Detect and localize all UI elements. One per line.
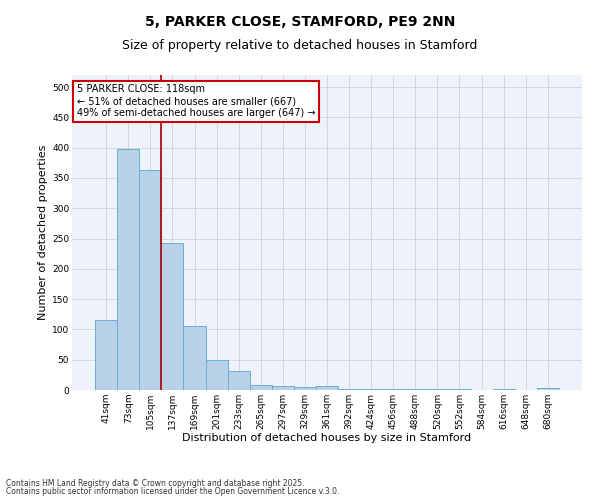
Bar (537, 388, 559, 390)
Bar (294, 387, 316, 390)
Text: Size of property relative to detached houses in Stamford: Size of property relative to detached ho… (122, 38, 478, 52)
Bar (427, 389, 448, 390)
Bar (272, 386, 294, 390)
Text: Contains public sector information licensed under the Open Government Licence v.: Contains public sector information licen… (6, 487, 340, 496)
Bar (161, 243, 184, 390)
Bar (227, 371, 250, 390)
Bar (316, 386, 338, 390)
X-axis label: Distribution of detached houses by size in Stamford: Distribution of detached houses by size … (182, 434, 472, 444)
Bar (139, 170, 161, 390)
Text: 5 PARKER CLOSE: 118sqm
← 51% of detached houses are smaller (667)
49% of semi-de: 5 PARKER CLOSE: 118sqm ← 51% of detached… (77, 84, 316, 117)
Bar (250, 384, 272, 390)
Y-axis label: Number of detached properties: Number of detached properties (38, 145, 48, 320)
Bar (95, 320, 117, 390)
Bar (206, 360, 227, 390)
Bar (117, 149, 139, 390)
Bar (338, 389, 360, 390)
Bar (448, 389, 470, 390)
Bar (404, 389, 427, 390)
Bar (184, 326, 206, 390)
Bar (360, 389, 382, 390)
Text: Contains HM Land Registry data © Crown copyright and database right 2025.: Contains HM Land Registry data © Crown c… (6, 478, 305, 488)
Bar (382, 389, 404, 390)
Text: 5, PARKER CLOSE, STAMFORD, PE9 2NN: 5, PARKER CLOSE, STAMFORD, PE9 2NN (145, 15, 455, 29)
